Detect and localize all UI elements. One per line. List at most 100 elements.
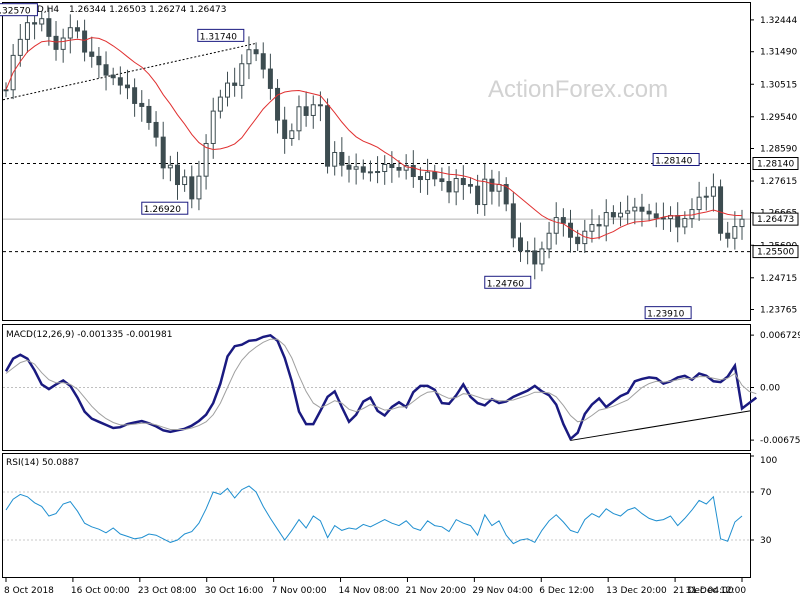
candle-body xyxy=(310,104,316,116)
annotation-label-2: 1.26920 xyxy=(144,205,181,215)
candle-body xyxy=(425,171,431,181)
candle-body xyxy=(417,176,423,181)
candle-body xyxy=(353,166,359,170)
candle-body xyxy=(275,87,281,121)
candle-body xyxy=(718,186,724,234)
candle-body xyxy=(196,175,202,200)
candle-body xyxy=(732,226,738,239)
candle-body xyxy=(160,136,166,169)
annotation-box-2 xyxy=(141,201,189,215)
candle-body xyxy=(382,164,388,173)
xtick-label: 6 Dec 12:00 xyxy=(539,586,594,596)
macd-ytick-label: 0.00 xyxy=(760,384,780,394)
candle-body xyxy=(60,37,66,50)
annotation-label-1: 1.31740 xyxy=(200,32,237,42)
candle-body xyxy=(267,68,273,89)
rsi-ytick-label: 70 xyxy=(760,488,772,498)
candle-body xyxy=(625,210,631,214)
candle-body xyxy=(375,171,381,174)
annotation-box-3 xyxy=(484,275,532,289)
candle-body xyxy=(253,49,259,55)
candle-body xyxy=(167,164,173,169)
candle-body xyxy=(639,206,645,212)
rsi-layer xyxy=(3,485,750,545)
candle-body xyxy=(332,151,338,167)
candle-body xyxy=(610,212,616,218)
candle-body xyxy=(139,102,145,107)
candle-body xyxy=(560,217,566,224)
candle-body xyxy=(682,218,688,228)
candle-body xyxy=(432,171,438,180)
candle-body xyxy=(53,35,59,50)
candle-body xyxy=(646,210,652,215)
candle-body xyxy=(710,186,716,197)
level-axis-box-1 xyxy=(752,245,799,259)
candle-body xyxy=(110,74,116,79)
macd-series-signal xyxy=(5,338,757,430)
rsi-title: RSI(14) 50.0887 xyxy=(6,458,79,468)
candle-body xyxy=(525,250,531,253)
candle-body xyxy=(403,165,409,171)
moving-average-line xyxy=(5,37,743,240)
candle-body xyxy=(553,217,559,234)
xtick-label: 7 Nov 00:00 xyxy=(272,586,327,596)
candle-body xyxy=(239,63,245,86)
candle-body xyxy=(696,196,702,211)
candle-body xyxy=(82,30,88,53)
candle-body xyxy=(146,105,152,123)
rsi-panel-frame xyxy=(2,453,751,578)
xtick-label: 14 Nov 08:00 xyxy=(339,586,400,596)
ohlc-header: 1.26344 1.26503 1.26274 1.26473 xyxy=(69,5,226,15)
price-ytick-label: 1.28590 xyxy=(760,144,797,154)
candle-body xyxy=(260,53,266,70)
candle-body xyxy=(410,165,416,178)
price-ytick-label: 1.24715 xyxy=(760,274,797,284)
candle-body xyxy=(24,22,30,40)
candle-body xyxy=(396,167,402,171)
candle-body xyxy=(132,87,138,104)
candle-body xyxy=(182,176,188,186)
candle-body xyxy=(67,27,73,39)
xtick-label: 21 Nov 20:00 xyxy=(405,586,466,596)
price-ytick-label: 1.29540 xyxy=(760,113,797,123)
candle-body xyxy=(575,236,581,245)
xtick-label: 29 Nov 04:00 xyxy=(472,586,533,596)
rsi-series-line xyxy=(5,485,743,545)
candle-body xyxy=(689,209,695,220)
candle-body xyxy=(46,18,52,37)
annotation-label-3: 1.24760 xyxy=(487,279,524,289)
candle-body xyxy=(124,84,130,89)
candle-body xyxy=(660,217,666,220)
candle-body xyxy=(596,224,602,227)
candle-body xyxy=(232,82,238,86)
xtick-label: 30 Oct 16:00 xyxy=(205,586,264,596)
candle-body xyxy=(517,237,523,252)
candle-body xyxy=(317,104,323,107)
candle-body xyxy=(482,178,488,206)
candle-body xyxy=(389,164,395,169)
xtick-label: 13 Dec 20:00 xyxy=(606,586,667,596)
candle-body xyxy=(89,51,95,57)
candle-body xyxy=(739,218,745,228)
price-trendline xyxy=(2,42,257,101)
candle-body xyxy=(296,106,302,132)
macd-series-macd xyxy=(4,333,758,441)
candle-body xyxy=(532,250,538,265)
price-layer: 1.32570 1.31740 1.26920 1.24760 1.23910 1.281… xyxy=(0,3,750,320)
candle-body xyxy=(32,22,38,25)
price-ytick-label: 1.31490 xyxy=(760,48,797,58)
candle-body xyxy=(496,184,502,192)
xtick-label: 31 Dec 12:00 xyxy=(686,586,747,596)
candle-body xyxy=(510,203,516,239)
price-ytick-label: 1.32444 xyxy=(760,16,797,26)
macd-ytick-label: 0.006729 xyxy=(760,331,800,341)
candle-body xyxy=(96,55,102,66)
price-panel-frame xyxy=(2,2,751,321)
candle-body xyxy=(367,171,373,174)
xtick-label: 8 Oct 2018 xyxy=(4,586,54,596)
macd-trendline xyxy=(570,410,751,441)
candle-body xyxy=(117,77,123,86)
candle-body xyxy=(189,176,195,200)
